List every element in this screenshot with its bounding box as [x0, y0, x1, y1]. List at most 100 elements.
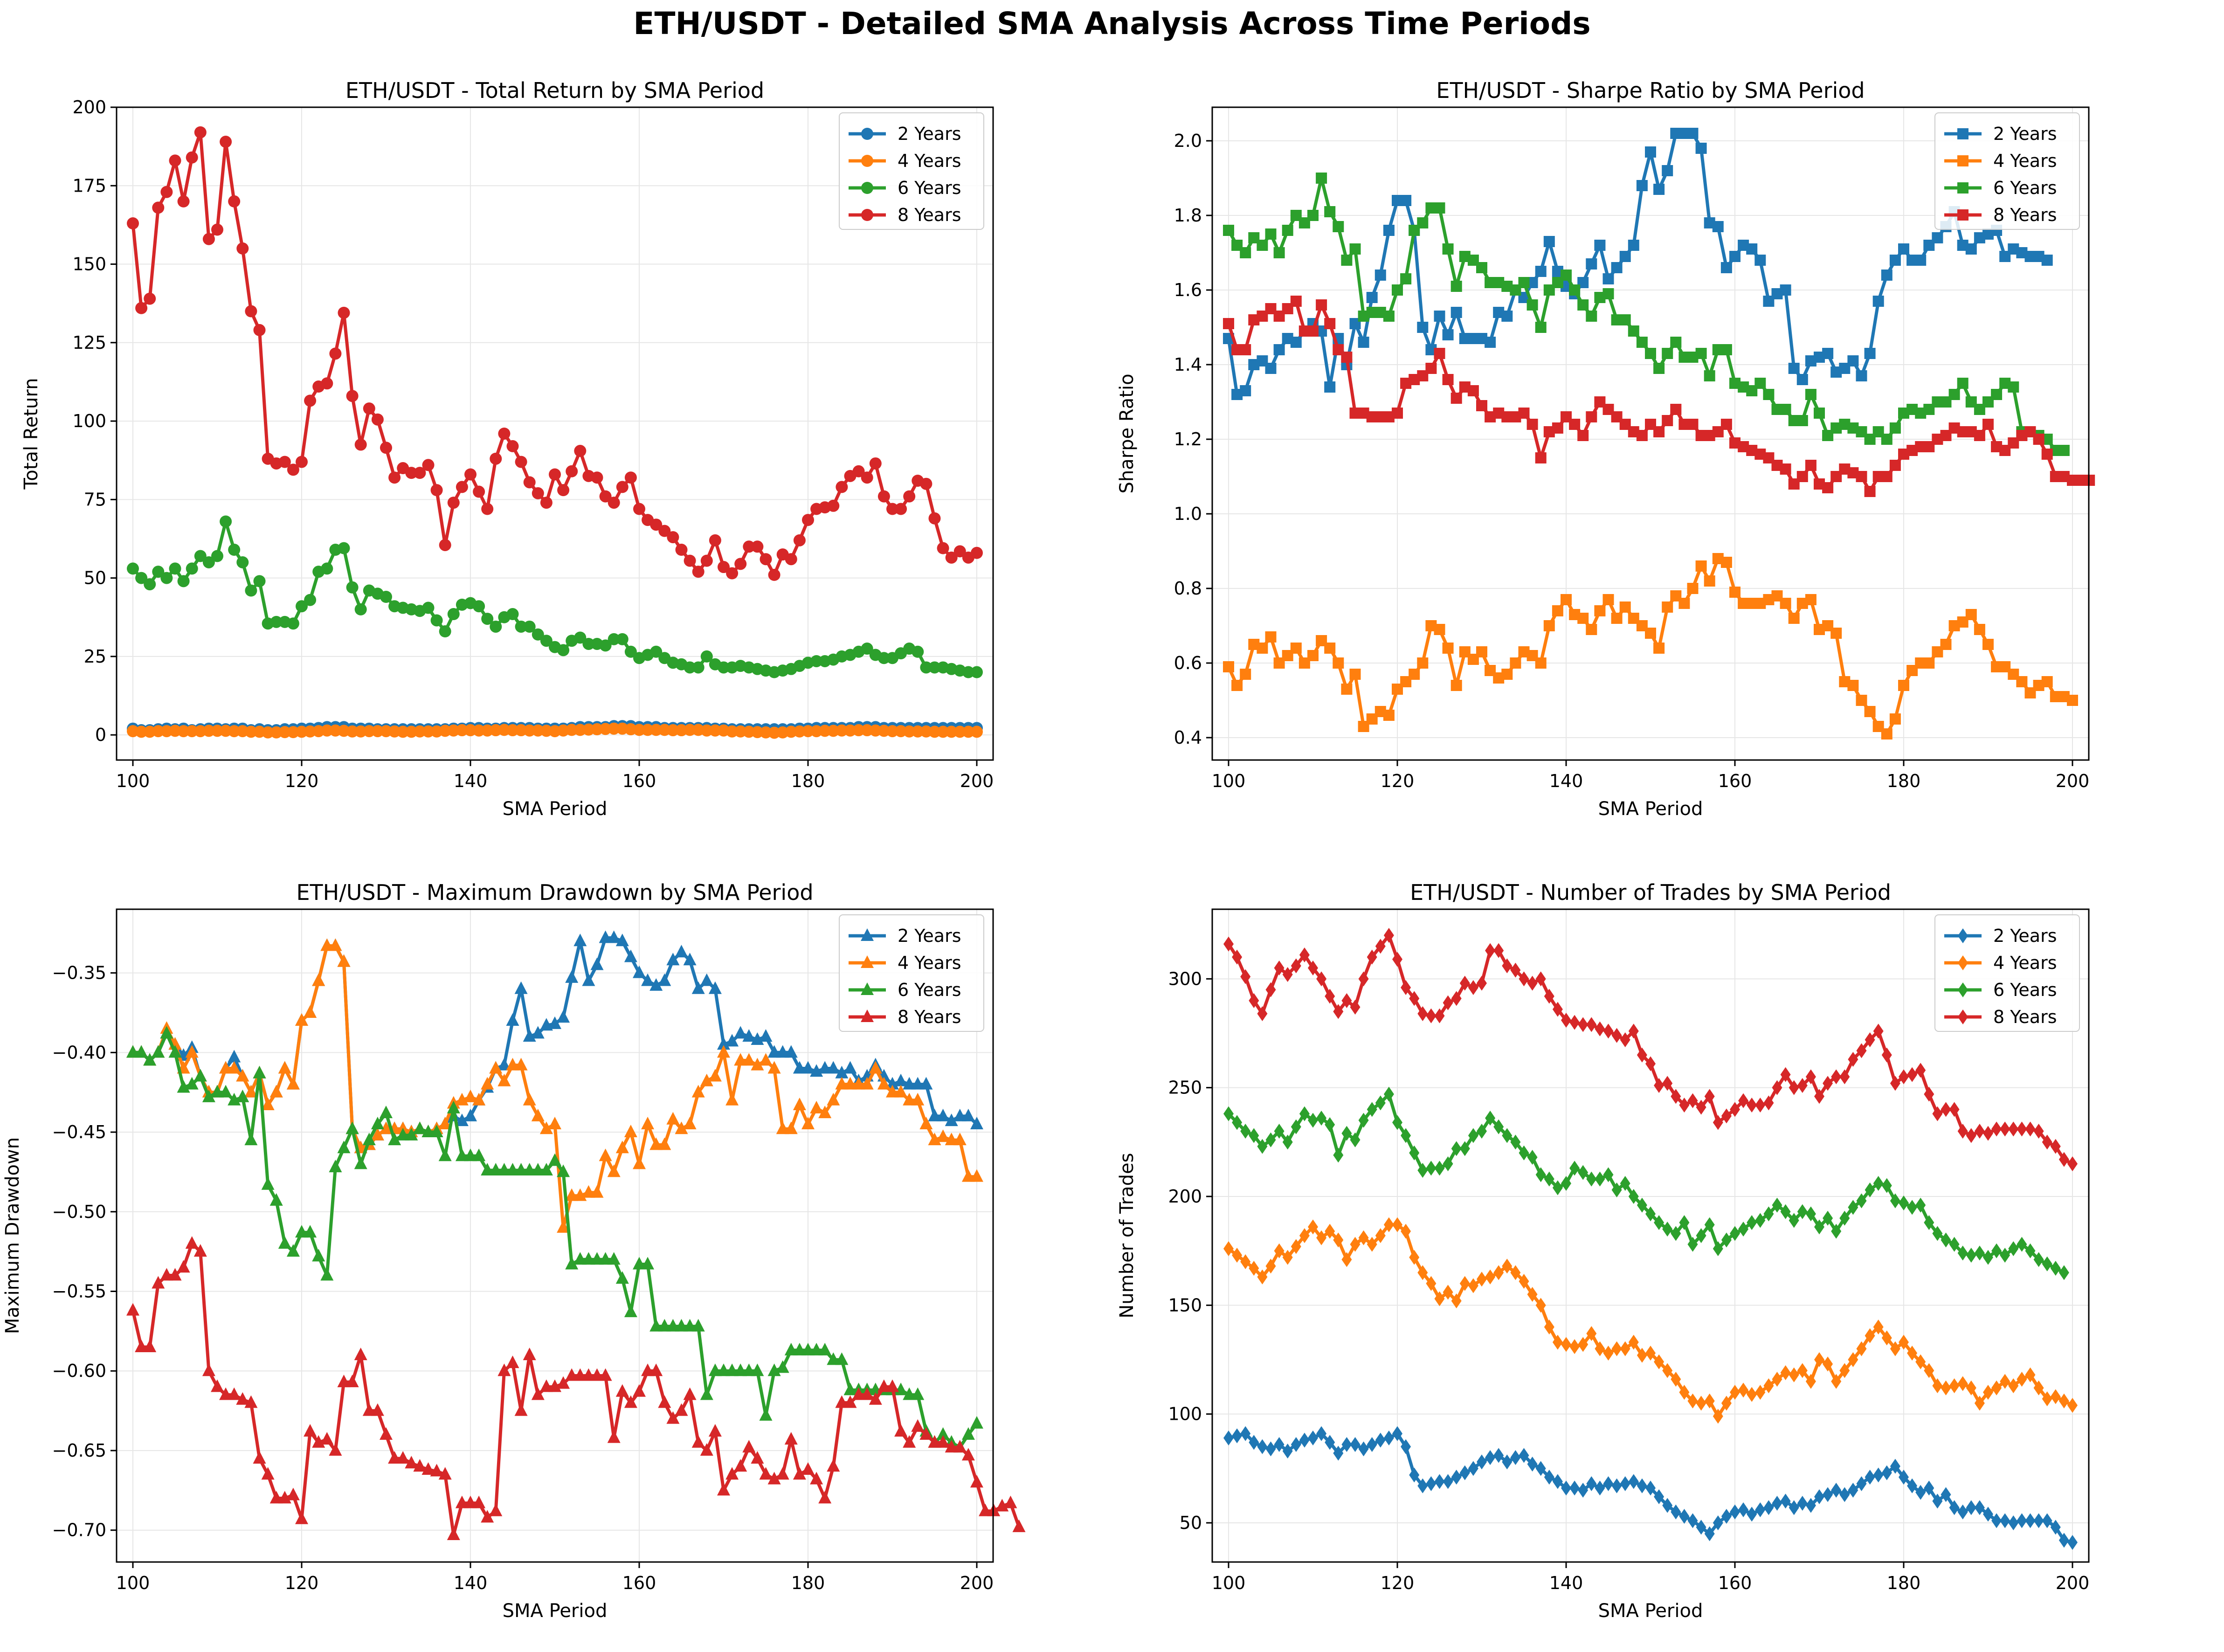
- data-point: [1552, 1180, 1563, 1196]
- data-point: [421, 1462, 435, 1475]
- data-point: [633, 1156, 646, 1169]
- data-point: [742, 1440, 756, 1453]
- data-point: [700, 554, 713, 567]
- data-point: [1713, 1409, 1723, 1424]
- legend-label: 4 Years: [1993, 151, 2057, 171]
- data-point: [2033, 1380, 2044, 1396]
- x-tick-label: 180: [791, 771, 825, 791]
- data-point: [1417, 1006, 1428, 1021]
- data-point: [1477, 975, 1487, 991]
- data-point: [1232, 1248, 1243, 1263]
- data-point: [1696, 1520, 1706, 1535]
- y-tick-label: −0.65: [52, 1440, 106, 1461]
- data-point: [295, 1013, 308, 1026]
- data-point: [1358, 971, 1369, 987]
- data-point: [1949, 1378, 1960, 1393]
- data-point: [532, 628, 544, 641]
- data-point: [691, 981, 705, 994]
- data-point: [1720, 419, 1732, 430]
- data-point: [574, 445, 587, 457]
- data-point: [801, 1342, 815, 1355]
- data-point: [1772, 1080, 1782, 1095]
- data-point: [455, 1113, 469, 1127]
- data-point: [228, 544, 241, 556]
- data-point: [1249, 993, 1259, 1008]
- data-point: [961, 1108, 975, 1121]
- data-point: [1966, 1128, 1976, 1143]
- data-point: [1477, 1454, 1487, 1470]
- data-point: [304, 1225, 317, 1238]
- data-point: [1653, 426, 1665, 437]
- data-point: [886, 503, 898, 515]
- data-point: [1341, 993, 1352, 1008]
- data-point: [228, 725, 241, 738]
- data-point: [1856, 695, 1867, 706]
- data-point: [928, 661, 941, 674]
- y-tick-label: 250: [1168, 1078, 1202, 1098]
- data-point: [346, 581, 359, 594]
- data-point: [1569, 1339, 1580, 1354]
- data-point: [1738, 1093, 1749, 1108]
- data-point: [152, 566, 165, 578]
- data-point: [903, 725, 916, 738]
- y-tick-label: 75: [84, 489, 106, 510]
- data-point: [169, 562, 181, 575]
- data-point: [835, 1352, 849, 1365]
- legend-marker: [1957, 209, 1968, 221]
- data-point: [1425, 363, 1437, 374]
- data-point: [1965, 609, 1977, 620]
- data-point: [380, 591, 392, 603]
- data-point: [1780, 404, 1791, 415]
- data-point: [1349, 669, 1361, 680]
- data-point: [1873, 1023, 1884, 1039]
- data-point: [1805, 389, 1816, 400]
- legend-marker: [861, 128, 873, 140]
- data-point: [1485, 337, 1496, 348]
- data-point: [1747, 1507, 1757, 1522]
- data-point: [278, 456, 291, 468]
- data-point: [1468, 980, 1478, 995]
- data-point: [1864, 486, 1876, 497]
- data-point: [270, 615, 283, 628]
- data-point: [1671, 1504, 1681, 1520]
- y-tick-label: 1.6: [1174, 280, 1202, 300]
- chart-title: ETH/USDT - Maximum Drawdown by SMA Perio…: [296, 880, 813, 905]
- data-point: [700, 650, 713, 663]
- legend-marker: [861, 182, 873, 194]
- data-point: [684, 554, 696, 567]
- data-point: [725, 1363, 739, 1376]
- data-point: [1721, 1509, 1732, 1524]
- data-point: [1282, 1250, 1293, 1265]
- series-2-years: [1223, 128, 2053, 400]
- data-point: [1367, 1102, 1377, 1117]
- legend-label: 8 Years: [898, 205, 961, 225]
- data-point: [126, 1045, 139, 1058]
- legend: 2 Years 4 Years 6 Years 8 Years: [1934, 112, 2080, 230]
- data-point: [658, 1137, 671, 1150]
- data-point: [497, 1363, 511, 1376]
- data-point: [675, 544, 688, 556]
- data-point: [296, 600, 308, 613]
- data-point: [911, 1419, 925, 1432]
- data-point: [1713, 1115, 1723, 1130]
- data-point: [945, 1440, 958, 1453]
- data-point: [793, 1098, 806, 1110]
- data-point: [1341, 1126, 1352, 1141]
- data-point: [405, 1127, 418, 1141]
- data-point: [860, 1077, 874, 1090]
- data-point: [1788, 613, 1800, 624]
- legend-marker: [1958, 955, 1968, 970]
- data-point: [430, 1125, 443, 1138]
- data-point: [262, 726, 274, 739]
- data-point: [1603, 1167, 1614, 1182]
- data-point: [320, 938, 334, 951]
- data-point: [1282, 225, 1293, 236]
- data-point: [1823, 1076, 1833, 1091]
- data-point: [793, 1061, 806, 1074]
- data-point: [1788, 363, 1800, 374]
- data-point: [506, 1013, 519, 1026]
- data-point: [1730, 1226, 1740, 1241]
- data-point: [261, 1098, 275, 1110]
- data-point: [1426, 1008, 1437, 1023]
- x-tick-label: 140: [1549, 771, 1583, 791]
